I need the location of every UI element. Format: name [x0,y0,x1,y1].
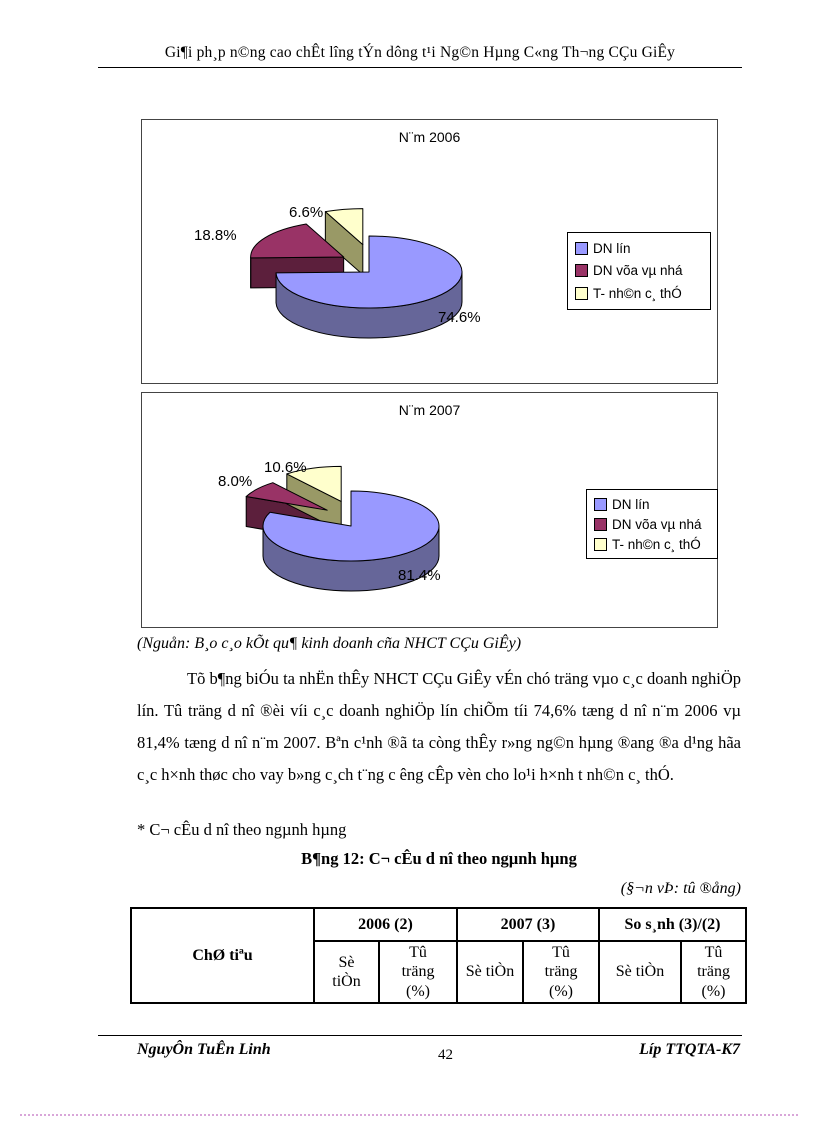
legend-item: T- nh©n c¸ thÓ [594,537,710,552]
header-title: Gi¶i ph¸p n©ng cao chÊt lîng tÝn dông t¹… [164,44,676,61]
table-caption: B¶ng 12: C¬ cÊu d nî theo ngµnh hµng [301,849,577,868]
table-subheader-so-tien: Sè tiÒn [598,940,682,1004]
pie-2007-label-dn-vua: 8.0% [218,473,253,490]
page-bottom-dotted-line [20,1114,798,1116]
footer-class: Líp TTQTA-K7 [639,1041,740,1058]
chart-2006-legend: DN lín DN võa vµ nhá T- nh©n c¸ thÓ [567,232,711,310]
legend-swatch-icon [594,537,607,551]
table-header-so-sanh: So s¸nh (3)/(2) [598,907,747,942]
legend-label: T- nh©n c¸ thÓ [612,536,701,552]
legend-label: T- nh©n c¸ thÓ [593,286,682,302]
legend-swatch-icon [575,264,588,278]
legend-label: DN lín [612,496,650,512]
table-subheader-so-tien: Sè tiÒn [456,940,524,1004]
footer-divider [98,1035,742,1036]
legend-label: DN võa vµ nhá [593,263,683,279]
legend-swatch-icon [575,241,588,255]
table-header-2007: 2007 (3) [456,907,600,942]
pie-2007 [245,465,440,592]
table-subheader-so-tien: Sè tiÒn [313,940,380,1004]
legend-item: DN lín [594,497,710,512]
page-header: Gi¶i ph¸p n©ng cao chÊt lîng tÝn dông t¹… [98,44,742,68]
pie-2006 [250,208,463,339]
source-note: (Nguån: B¸o c¸o kÕt qu¶ kinh doanh cña N… [137,635,522,652]
unit-note: (§¬n vÞ: tû ®ång) [620,880,741,897]
legend-swatch-icon [594,517,607,531]
pie-2006-label-dn-vua: 18.8% [194,227,237,244]
chart-2006-title: N¨m 2006 [398,129,461,145]
footer-author: NguyÔn TuÊn Linh [137,1041,271,1058]
legend-label: DN lín [593,240,631,256]
legend-swatch-icon [594,497,607,511]
legend-item: T- nh©n c¸ thÓ [575,286,703,301]
footer-page-number: 42 [438,1047,453,1063]
chart-2006: N¨m 2006 74.6% 18.8% 6.6% DN lín DN võa … [141,119,718,384]
chart-2007: N¨m 2007 81.4% 8.0% 10.6% DN lín DN võa … [141,392,718,628]
chart-2007-title: N¨m 2007 [398,402,461,418]
pie-2007-label-tu-nhan: 10.6% [264,459,307,476]
body-paragraph: Tõ b¶ng biÓu ta nhËn thÊy NHCT CÇu GiÊy … [137,669,741,784]
pie-2006-label-dn-lon: 74.6% [438,309,481,326]
table-subheader-ty-trong: Tû träng (%) [378,940,458,1004]
chart-2007-legend: DN lín DN võa vµ nhá T- nh©n c¸ thÓ [586,489,718,559]
legend-swatch-icon [575,287,588,301]
table-subheader-ty-trong: Tû träng (%) [522,940,600,1004]
legend-item: DN võa vµ nhá [575,263,703,278]
pie-2007-label-dn-lon: 81.4% [398,567,441,584]
table-header-chi-tieu: ChØ tiªu [130,907,315,1004]
structure-table: ChØ tiªu 2006 (2) 2007 (3) So s¸nh (3)/(… [130,907,747,1004]
legend-item: DN võa vµ nhá [594,517,710,532]
bullet-line: * C¬ cÊu d nî theo ngµnh hµng [137,820,347,839]
legend-label: DN võa vµ nhá [612,516,702,532]
table-header-2006: 2006 (2) [313,907,458,942]
table-subheader-ty-trong: Tû träng (%) [680,940,747,1004]
pie-2006-label-tu-nhan: 6.6% [289,204,324,221]
legend-item: DN lín [575,241,703,256]
